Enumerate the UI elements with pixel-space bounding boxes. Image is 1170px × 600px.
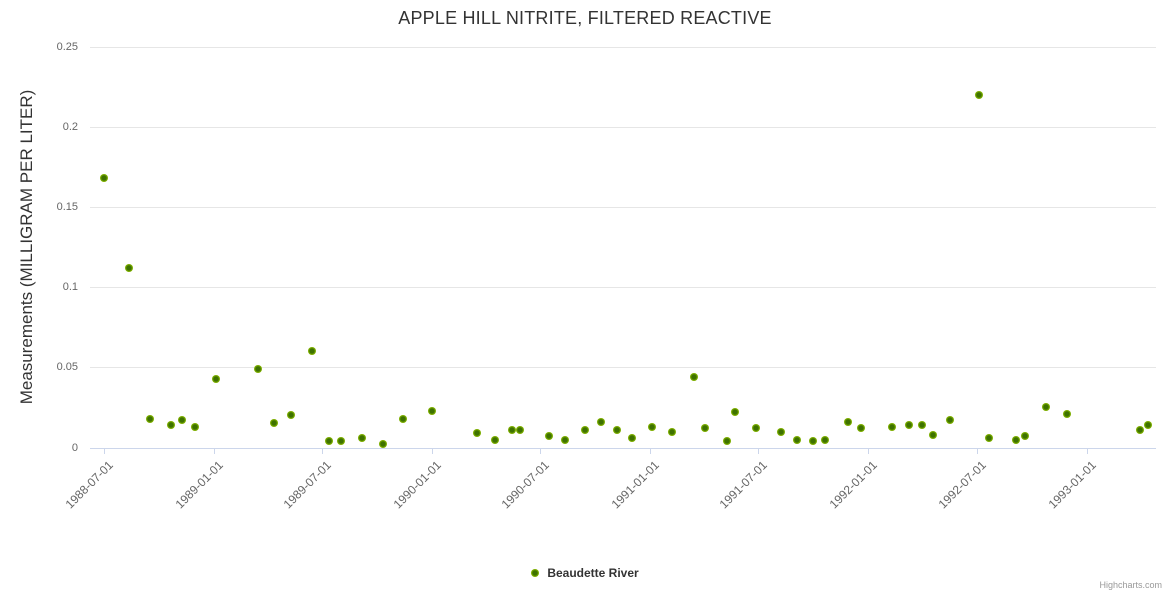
data-point[interactable] xyxy=(731,408,740,417)
data-point[interactable] xyxy=(929,430,937,439)
data-point[interactable] xyxy=(398,414,407,423)
data-point[interactable] xyxy=(905,421,914,429)
data-point[interactable] xyxy=(1021,432,1029,441)
data-point[interactable] xyxy=(581,425,589,434)
data-point[interactable] xyxy=(270,419,279,428)
data-point[interactable] xyxy=(918,421,927,429)
data-point[interactable] xyxy=(628,433,637,442)
data-point[interactable] xyxy=(191,422,200,431)
data-point[interactable] xyxy=(777,427,786,436)
x-axis-tick xyxy=(540,449,541,454)
data-point[interactable] xyxy=(472,429,481,438)
data-point[interactable] xyxy=(545,432,554,441)
data-point[interactable] xyxy=(307,347,316,356)
highcharts-credit[interactable]: Highcharts.com xyxy=(1099,580,1162,590)
data-point[interactable] xyxy=(337,437,346,446)
y-axis-tick-label: 0.05 xyxy=(56,361,78,373)
x-axis-tick xyxy=(868,449,869,454)
data-point[interactable] xyxy=(1012,435,1021,444)
x-axis-tick xyxy=(322,449,323,454)
data-point[interactable] xyxy=(690,372,699,381)
data-point[interactable] xyxy=(808,437,817,446)
y-axis-tick-label: 0 xyxy=(71,442,78,454)
x-axis-tick xyxy=(104,449,105,454)
data-point[interactable] xyxy=(166,421,175,429)
legend-marker-icon xyxy=(531,569,540,577)
data-point[interactable] xyxy=(508,425,517,434)
x-axis-tick xyxy=(432,449,433,454)
y-axis-tick-label: 0.15 xyxy=(56,201,78,213)
x-axis-tick-label: 1992-01-01 xyxy=(826,458,880,512)
x-axis-tick-label: 1992-07-01 xyxy=(935,458,989,512)
data-point[interactable] xyxy=(975,90,983,99)
chart-title: APPLE HILL NITRITE, FILTERED REACTIVE xyxy=(398,8,772,28)
x-axis-tick-label: 1989-07-01 xyxy=(280,458,334,512)
data-point[interactable] xyxy=(286,411,295,420)
data-point[interactable] xyxy=(490,435,499,444)
legend-item-beaudette-river[interactable]: Beaudette River xyxy=(0,562,1170,584)
data-point[interactable] xyxy=(379,440,387,449)
data-point[interactable] xyxy=(358,433,367,442)
x-axis-tick-label: 1989-01-01 xyxy=(172,458,226,512)
x-axis-tick xyxy=(214,449,215,454)
data-point[interactable] xyxy=(597,417,606,426)
y-axis-tick-label: 0.2 xyxy=(62,121,78,133)
x-axis-tick xyxy=(1087,449,1088,454)
data-point[interactable] xyxy=(1144,421,1153,429)
x-axis-tick-label: 1990-07-01 xyxy=(498,458,552,512)
x-axis-tick xyxy=(758,449,759,454)
x-axis-tick-label: 1990-01-01 xyxy=(390,458,444,512)
x-axis-tick xyxy=(977,449,978,454)
data-point[interactable] xyxy=(612,425,621,434)
data-point[interactable] xyxy=(793,435,802,444)
data-point[interactable] xyxy=(1041,403,1050,412)
y-axis-title: Measurements (MILLIGRAM PER LITER) xyxy=(17,89,36,405)
data-point[interactable] xyxy=(752,424,760,433)
data-point[interactable] xyxy=(722,437,731,446)
data-point[interactable] xyxy=(145,414,154,423)
data-point[interactable] xyxy=(857,424,866,433)
data-point[interactable] xyxy=(178,416,187,425)
data-point[interactable] xyxy=(1135,425,1144,434)
x-axis-tick-label: 1991-07-01 xyxy=(716,458,770,512)
data-point[interactable] xyxy=(648,422,656,431)
data-point[interactable] xyxy=(99,174,108,182)
x-axis-line xyxy=(90,448,1156,449)
y-gridline xyxy=(90,47,1156,48)
data-point[interactable] xyxy=(701,424,710,433)
data-point[interactable] xyxy=(124,263,133,272)
data-point[interactable] xyxy=(560,435,569,444)
data-point[interactable] xyxy=(428,406,436,415)
y-axis-tick-label: 0.1 xyxy=(62,281,78,293)
data-point[interactable] xyxy=(945,416,954,425)
data-point[interactable] xyxy=(325,437,334,446)
legend-label: Beaudette River xyxy=(547,566,639,580)
y-gridline xyxy=(90,127,1156,128)
data-point[interactable] xyxy=(887,422,896,431)
x-axis-tick-label: 1991-01-01 xyxy=(608,458,662,512)
data-point[interactable] xyxy=(820,435,829,444)
data-point[interactable] xyxy=(515,425,524,434)
data-point[interactable] xyxy=(1062,409,1071,418)
y-gridline xyxy=(90,207,1156,208)
y-gridline xyxy=(90,367,1156,368)
data-point[interactable] xyxy=(668,427,677,436)
x-axis-tick xyxy=(650,449,651,454)
data-point[interactable] xyxy=(985,433,994,442)
y-gridline xyxy=(90,287,1156,288)
data-point[interactable] xyxy=(844,417,853,426)
data-point[interactable] xyxy=(254,364,262,373)
x-axis-tick-label: 1993-01-01 xyxy=(1045,458,1099,512)
data-point[interactable] xyxy=(212,374,221,383)
y-axis-tick-label: 0.25 xyxy=(56,41,78,53)
x-axis-tick-label: 1988-07-01 xyxy=(62,458,116,512)
